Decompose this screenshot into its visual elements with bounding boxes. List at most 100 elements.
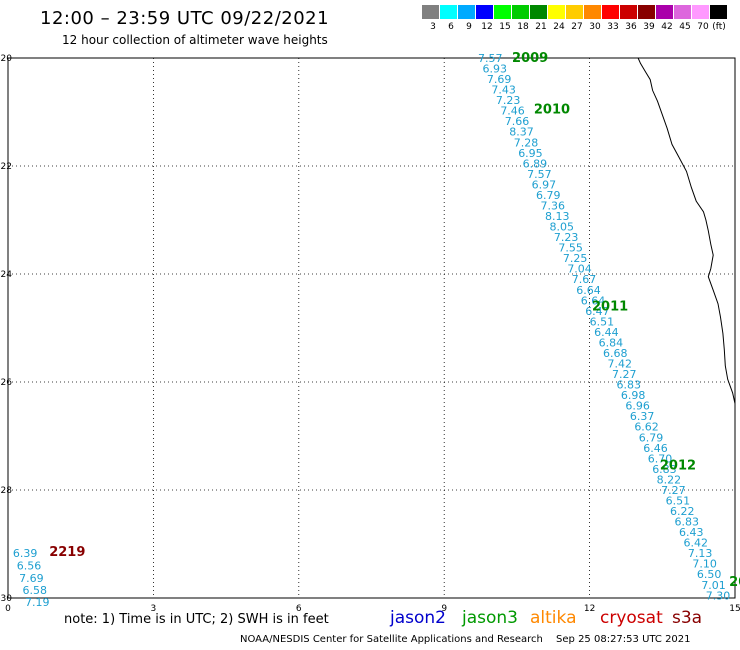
pass-time-label: 20 <box>729 575 740 590</box>
wave-height-value: 6.97 <box>532 178 557 191</box>
wave-height-value: 6.84 <box>599 336 624 349</box>
pass-time-label: 2011 <box>592 299 628 314</box>
lat-tick-label: -24 <box>0 270 12 280</box>
credit-line: NOAA/NESDIS Center for Satellite Applica… <box>240 634 691 645</box>
legend-label: 6 <box>448 22 454 32</box>
legend-label: 30 <box>589 22 601 32</box>
wave-height-value: 7.42 <box>608 358 633 371</box>
legend-label: 33 <box>607 22 619 32</box>
wave-height-value: 6.93 <box>482 63 507 76</box>
wave-height-value: 7.27 <box>661 484 686 497</box>
wave-height-value: 6.89 <box>523 157 548 170</box>
satellite-altika: altika <box>530 608 577 628</box>
lon-tick-label: 15 <box>729 604 740 614</box>
legend-swatch <box>548 5 565 19</box>
satellite-jason3: jason3 <box>462 608 518 628</box>
pass-time-label: 2010 <box>534 102 570 117</box>
legend-label: 15 <box>499 22 511 32</box>
map-frame <box>7 57 736 599</box>
footnote: note: 1) Time is in UTC; 2) SWH is in fe… <box>64 612 329 627</box>
legend-label: 21 <box>535 22 547 32</box>
lon-tick-label: 3 <box>151 604 157 614</box>
legend-label: 45 <box>679 22 691 32</box>
lon-tick-label: 9 <box>441 604 447 614</box>
legend-label: 18 <box>517 22 529 32</box>
legend-swatch <box>458 5 475 19</box>
wave-height-value: 6.96 <box>625 400 650 413</box>
wave-height-value: 6.56 <box>17 560 41 573</box>
legend-swatch <box>656 5 673 19</box>
lat-tick-label: -22 <box>0 162 12 172</box>
wave-height-value: 7.23 <box>554 231 579 244</box>
legend-swatch <box>440 5 457 19</box>
wave-height-value: 8.22 <box>657 473 682 486</box>
wave-height-value: 6.44 <box>594 326 619 339</box>
wave-height-value: 7.28 <box>514 136 539 149</box>
wave-height-value: 8.13 <box>545 210 570 223</box>
wave-height-value: 6.47 <box>585 305 610 318</box>
wave-height-value: 8.05 <box>549 221 574 234</box>
legend-label: 36 <box>625 22 637 32</box>
wave-height-value: 6.95 <box>518 147 543 160</box>
wave-height-value: 7.55 <box>558 242 583 255</box>
wave-height-value: 6.64 <box>576 284 601 297</box>
wave-height-value: 6.51 <box>666 494 691 507</box>
wave-height-value: 6.51 <box>590 315 615 328</box>
map-subtitle: 12 hour collection of altimeter wave hei… <box>62 33 328 47</box>
wave-height-value: 6.70 <box>648 452 673 465</box>
wave-height-value: 6.79 <box>536 189 561 202</box>
wave-height-value: 6.79 <box>639 431 664 444</box>
legend-label: 3 <box>430 22 436 32</box>
wave-height-value: 7.04 <box>567 263 592 276</box>
legend-swatch <box>602 5 619 19</box>
coastline <box>637 57 736 404</box>
wave-height-value: 7.46 <box>500 105 525 118</box>
wave-height-value: 8.37 <box>509 126 534 139</box>
satellite-s3a: s3a <box>672 608 703 628</box>
wave-height-value: 6.22 <box>670 505 695 518</box>
wave-height-value: 6.46 <box>643 442 668 455</box>
legend-swatch <box>638 5 655 19</box>
wave-height-value: 7.25 <box>563 252 588 265</box>
legend-label: 24 <box>553 22 565 32</box>
legend-swatch <box>692 5 709 19</box>
wave-height-value: 6.58 <box>23 584 48 597</box>
wave-height-value: 7.66 <box>505 115 530 128</box>
lat-tick-label: -28 <box>0 486 12 496</box>
legend-swatch <box>674 5 691 19</box>
lon-tick-label: 12 <box>584 604 595 614</box>
wave-height-value: 7.23 <box>496 94 521 107</box>
legend-label: 42 <box>661 22 673 32</box>
wave-height-value: 7.01 <box>701 579 726 592</box>
wave-height-value: 7.19 <box>25 596 50 609</box>
wave-height-value: 7.43 <box>491 84 516 97</box>
lat-tick-label: -30 <box>0 594 12 604</box>
legend-swatch <box>494 5 511 19</box>
legend-unit: (ft) <box>712 22 726 32</box>
wave-height-value: 6.50 <box>697 568 722 581</box>
satellite-cryosat: cryosat <box>600 608 663 628</box>
legend-label: 39 <box>643 22 655 32</box>
wave-height-value: 7.27 <box>612 368 637 381</box>
lon-tick-label: 0 <box>5 604 11 614</box>
legend-swatch <box>512 5 529 19</box>
wave-height-value: 6.37 <box>630 410 655 423</box>
wave-height-value: 6.43 <box>679 526 704 539</box>
wave-height-value: 6.39 <box>13 547 37 560</box>
wave-height-value: 7.30 <box>706 589 731 602</box>
legend-label: 9 <box>466 22 472 32</box>
pass-time-label: 2012 <box>660 459 696 474</box>
legend-swatch <box>710 5 727 19</box>
wave-height-value: 7.69 <box>19 572 43 585</box>
generated-timestamp: Sep 25 08:27:53 UTC 2021 <box>556 634 691 645</box>
wave-height-value: 6.98 <box>621 389 646 402</box>
wave-height-value: 6.83 <box>652 463 677 476</box>
wave-height-value: 6.83 <box>616 379 641 392</box>
lat-tick-label: -20 <box>0 54 12 64</box>
legend-label: 27 <box>571 22 583 32</box>
legend-label: 70 <box>697 22 709 32</box>
legend-swatch <box>620 5 637 19</box>
wave-height-value: 6.68 <box>603 347 628 360</box>
wave-height-value: 7.10 <box>692 558 717 571</box>
